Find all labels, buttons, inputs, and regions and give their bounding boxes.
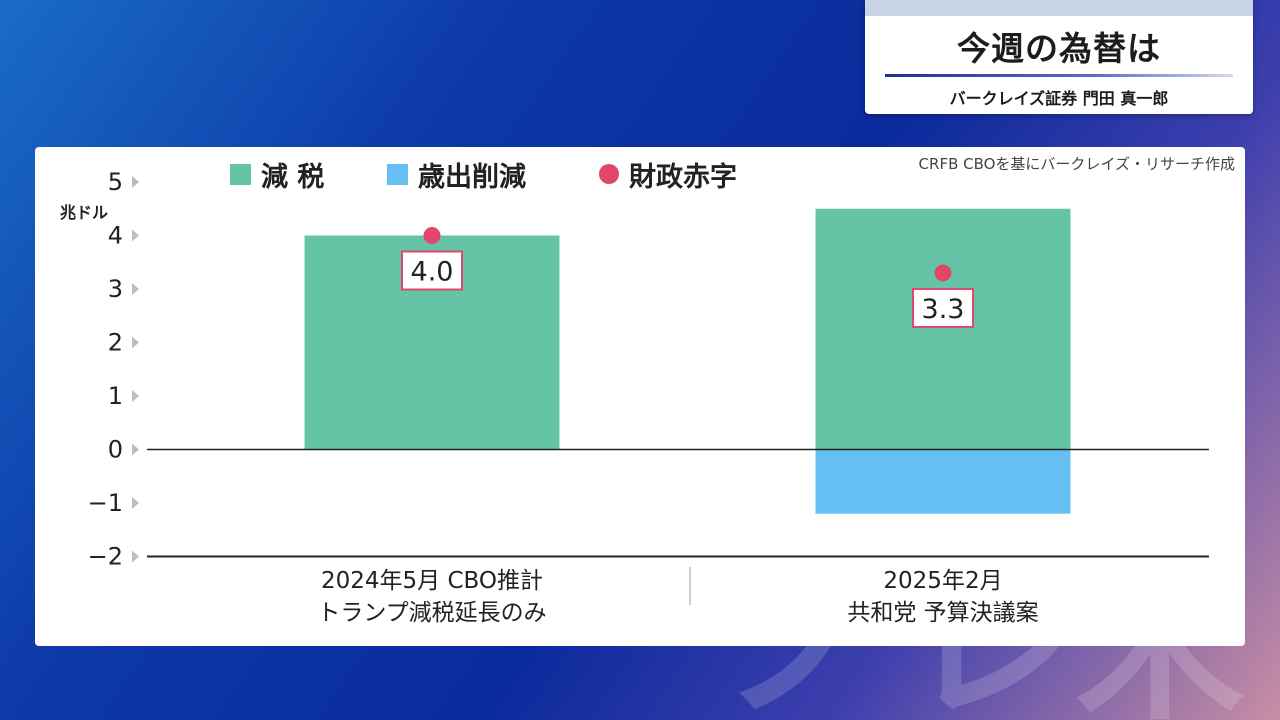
y-tick-marker — [132, 176, 139, 188]
category-label-1: 2024年5月 CBO推計 トランプ減税延長のみ — [222, 565, 642, 629]
y-tick-marker — [132, 497, 139, 509]
y-tick-marker — [132, 283, 139, 295]
y-tick-label: −2 — [88, 543, 123, 571]
y-axis-unit-label: 兆ドル — [60, 203, 109, 222]
legend-label-tax-cut: 減 税 — [261, 161, 325, 193]
legend-dot-deficit — [599, 164, 619, 184]
y-tick-label: −1 — [88, 489, 123, 517]
category-label-2-line-1: 2025年2月 — [883, 568, 1003, 594]
legend-swatch-tax-cut — [230, 163, 251, 185]
legend-swatch-spending-cut — [387, 163, 408, 185]
y-tick-marker — [132, 390, 139, 402]
presenter-byline: バークレイズ証券 門田 真一郎 — [949, 89, 1169, 108]
y-tick-marker — [132, 443, 139, 456]
category-label-2: 2025年2月 共和党 予算決議案 — [733, 565, 1153, 629]
legend-label-deficit: 財政赤字 — [629, 161, 737, 193]
legend-item-tax-cut: 減 税 — [230, 157, 325, 193]
bar-chart: 5 4 3 2 1 0 −1 −2 4.0 3.3 — [88, 168, 1209, 605]
bar-spending-cut-2 — [815, 449, 1071, 514]
deficit-data-label-2: 3.3 — [922, 294, 965, 325]
title-card: 今週の為替は バークレイズ証券 門田 真一郎 — [865, 0, 1253, 114]
y-tick-marker — [132, 336, 139, 349]
y-tick-label: 1 — [108, 382, 123, 410]
bar-tax-cut-2 — [815, 208, 1071, 450]
y-tick-label: 2 — [108, 329, 123, 357]
y-tick-label: 0 — [108, 436, 123, 464]
category-label-1-line-1: 2024年5月 CBO推計 — [320, 568, 543, 594]
page-title: 今週の為替は — [957, 29, 1161, 68]
legend-item-spending-cut: 歳出削減 — [387, 157, 526, 193]
category-label-1-line-2: トランプ減税延長のみ — [317, 600, 547, 626]
deficit-point-1 — [423, 227, 441, 244]
y-tick-label: 5 — [108, 168, 123, 196]
deficit-point-2 — [934, 264, 952, 282]
title-card-strip — [865, 0, 1253, 16]
category-label-2-line-2: 共和党 予算決議案 — [847, 600, 1039, 626]
y-tick-label: 3 — [108, 275, 123, 303]
y-tick-marker — [132, 550, 139, 563]
deficit-label-box-2 — [912, 287, 974, 328]
y-tick-label: 4 — [108, 222, 123, 250]
chart-panel: 5 4 3 2 1 0 −1 −2 4.0 3.3 減 税 歳出削減 財政赤字 CRFB CBOを… — [35, 147, 1245, 646]
y-tick-marker — [132, 229, 139, 242]
deficit-data-label-1: 4.0 — [411, 257, 454, 288]
source-note: CRFB CBOを基にバークレイズ・リサーチ作成 — [918, 155, 1235, 173]
title-divider — [885, 74, 1233, 77]
legend-label-spending-cut: 歳出削減 — [418, 161, 526, 193]
legend-item-deficit: 財政赤字 — [599, 157, 737, 193]
deficit-label-box-1 — [401, 250, 463, 291]
